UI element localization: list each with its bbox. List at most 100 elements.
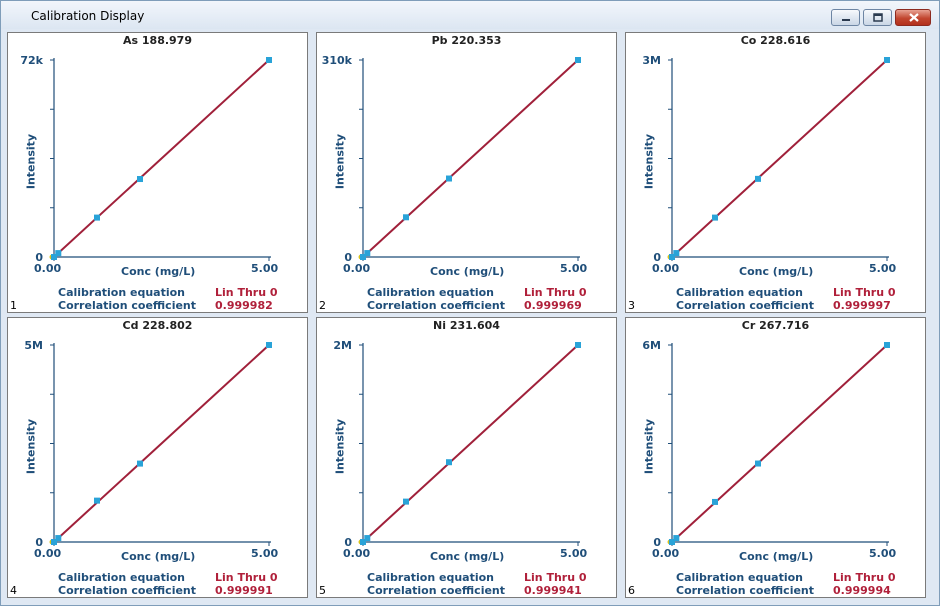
data-point <box>403 214 409 221</box>
data-point <box>884 342 890 348</box>
data-point <box>884 57 890 63</box>
data-point <box>55 535 62 542</box>
chart-title: As 188.979 <box>123 34 192 47</box>
x-tick-min: 0.00 <box>34 262 62 275</box>
chart-title: Cd 228.802 <box>122 319 193 332</box>
data-point <box>364 250 371 257</box>
calibration-chart-2[interactable]: Pb 220.353 2 310k 0 0.00 5.00 Conc (mg/L) Inten… <box>316 32 617 313</box>
data-point <box>137 176 143 183</box>
plot-area <box>667 342 890 546</box>
data-point <box>575 342 581 348</box>
chart-index: 5 <box>319 584 326 597</box>
x-tick-max: 5.00 <box>560 262 588 275</box>
maximize-button[interactable] <box>863 9 892 26</box>
y-tick-max: 5M <box>24 339 43 352</box>
equation-value: Lin Thru 0 <box>524 286 587 299</box>
y-axis-label: Intensity <box>333 418 347 475</box>
y-tick-zero: 0 <box>653 251 661 264</box>
correlation-value: 0.999982 <box>215 299 273 312</box>
y-axis-label: Intensity <box>333 133 347 190</box>
y-axis-label: Intensity <box>24 133 38 190</box>
y-tick-zero: 0 <box>344 251 352 264</box>
minimize-button[interactable] <box>831 9 860 26</box>
close-button[interactable] <box>895 9 931 26</box>
calibration-fit-line <box>671 59 888 258</box>
data-point <box>364 535 371 542</box>
data-point <box>360 254 366 260</box>
y-tick-max: 3M <box>642 54 661 67</box>
data-point <box>669 539 675 545</box>
data-point <box>137 460 143 467</box>
x-tick-min: 0.00 <box>343 262 371 275</box>
data-point <box>712 498 718 505</box>
window-title: Calibration Display <box>31 9 145 23</box>
plot-area <box>49 342 272 546</box>
y-tick-max: 72k <box>20 54 43 67</box>
y-tick-max: 310k <box>321 54 352 67</box>
y-tick-zero: 0 <box>653 536 661 549</box>
chart-title: Co 228.616 <box>740 34 811 47</box>
data-point <box>360 539 366 545</box>
data-point <box>755 175 761 182</box>
correlation-label: Correlation coefficient <box>676 299 815 312</box>
y-tick-max: 2M <box>333 339 352 352</box>
chart-index: 2 <box>319 299 326 312</box>
x-tick-min: 0.00 <box>652 547 680 560</box>
y-axis-label: Intensity <box>642 133 656 190</box>
x-axis-label: Conc (mg/L) <box>430 265 505 278</box>
data-point <box>755 460 761 467</box>
equation-label: Calibration equation <box>676 571 804 584</box>
y-tick-zero: 0 <box>35 251 43 264</box>
correlation-value: 0.999941 <box>524 584 582 597</box>
correlation-value: 0.999969 <box>524 299 582 312</box>
x-tick-min: 0.00 <box>34 547 62 560</box>
maximize-icon <box>873 13 883 22</box>
plot-area <box>358 57 581 261</box>
calibration-chart-4[interactable]: Cd 228.802 4 5M 0 0.00 5.00 Conc (mg/L) Intensi… <box>7 317 308 598</box>
equation-label: Calibration equation <box>367 571 495 584</box>
correlation-label: Correlation coefficient <box>676 584 815 597</box>
chart-index: 4 <box>10 584 17 597</box>
data-point <box>51 254 57 260</box>
y-tick-zero: 0 <box>35 536 43 549</box>
minimize-icon <box>842 19 850 21</box>
data-point <box>55 250 62 257</box>
y-tick-max: 6M <box>642 339 661 352</box>
x-axis-label: Conc (mg/L) <box>739 550 814 563</box>
equation-label: Calibration equation <box>58 286 186 299</box>
chart-index: 3 <box>628 299 635 312</box>
y-tick-zero: 0 <box>344 536 352 549</box>
calibration-fit-line <box>671 344 888 543</box>
title-bar[interactable]: Calibration Display <box>1 1 939 29</box>
calibration-chart-1[interactable]: As 188.979 1 72k 0 0.00 5.00 Conc (mg/L) Intens… <box>7 32 308 313</box>
calibration-chart-6[interactable]: Cr 267.716 6 6M 0 0.00 5.00 Conc (mg/L) Intensi… <box>625 317 926 598</box>
x-tick-max: 5.00 <box>869 547 897 560</box>
correlation-label: Correlation coefficient <box>367 584 506 597</box>
calibration-chart-5[interactable]: Ni 231.604 5 2M 0 0.00 5.00 Conc (mg/L) Intensi… <box>316 317 617 598</box>
equation-label: Calibration equation <box>367 286 495 299</box>
correlation-value: 0.999997 <box>833 299 891 312</box>
equation-value: Lin Thru 0 <box>215 571 278 584</box>
correlation-label: Correlation coefficient <box>58 584 197 597</box>
x-tick-max: 5.00 <box>251 547 279 560</box>
data-point <box>669 254 675 260</box>
data-point <box>712 214 718 221</box>
calibration-chart-3[interactable]: Co 228.616 3 3M 0 0.00 5.00 Conc (mg/L) Intensi… <box>625 32 926 313</box>
data-point <box>575 57 581 63</box>
chart-grid: As 188.979 1 72k 0 0.00 5.00 Conc (mg/L) Intens… <box>7 32 933 602</box>
chart-title: Pb 220.353 <box>431 34 502 47</box>
x-tick-max: 5.00 <box>560 547 588 560</box>
chart-index: 6 <box>628 584 635 597</box>
chart-title: Cr 267.716 <box>741 319 810 332</box>
x-axis-label: Conc (mg/L) <box>121 265 196 278</box>
correlation-value: 0.999991 <box>215 584 273 597</box>
data-point <box>673 535 680 542</box>
x-tick-max: 5.00 <box>251 262 279 275</box>
equation-label: Calibration equation <box>676 286 804 299</box>
data-point <box>51 539 57 545</box>
calibration-fit-line <box>362 344 579 543</box>
calibration-fit-line <box>53 59 270 258</box>
calibration-fit-line <box>362 59 579 258</box>
plot-area <box>358 342 581 546</box>
close-icon <box>909 13 919 22</box>
